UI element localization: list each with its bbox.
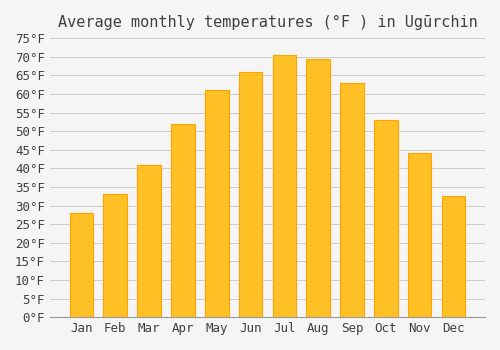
Bar <box>272 55 296 317</box>
Title: Average monthly temperatures (°F ) in Ugūrchin: Average monthly temperatures (°F ) in Ug… <box>58 15 478 30</box>
Bar <box>205 90 229 317</box>
Bar <box>70 213 94 317</box>
Bar <box>374 120 398 317</box>
Bar <box>306 58 330 317</box>
Bar <box>171 124 194 317</box>
Bar <box>340 83 364 317</box>
Bar <box>138 164 161 317</box>
Bar <box>442 196 465 317</box>
Bar <box>238 72 262 317</box>
Bar <box>408 153 432 317</box>
Bar <box>104 194 127 317</box>
